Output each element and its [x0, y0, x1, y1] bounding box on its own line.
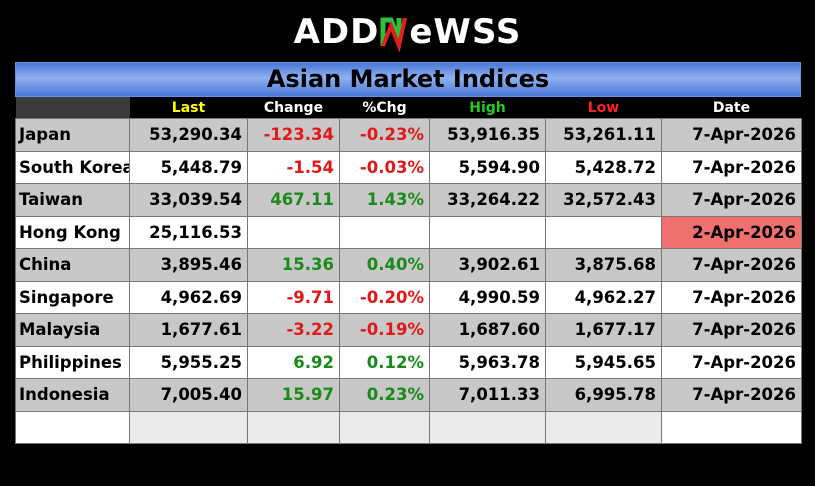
- date-value: 7-Apr-2026: [661, 248, 802, 282]
- header-date: Date: [661, 97, 802, 119]
- header-change: Change: [247, 97, 340, 119]
- date-value: 7-Apr-2026: [661, 150, 802, 184]
- low-value: 53,261.11: [545, 118, 662, 152]
- pct-change-value: -0.23%: [339, 118, 430, 152]
- high-value: 7,011.33: [429, 378, 546, 412]
- table-body: Japan 53,290.34 -123.34 -0.23% 53,916.35 53,2…: [15, 118, 802, 444]
- low-value: 4,962.27: [545, 280, 662, 314]
- brand-wordmark: ADD eWSS: [294, 12, 522, 52]
- header-high: High: [429, 97, 546, 119]
- last-value: 1,677.61: [129, 313, 248, 347]
- date-value: 7-Apr-2026: [661, 313, 802, 347]
- change-value: 6.92: [247, 345, 340, 379]
- change-value: 15.97: [247, 378, 340, 412]
- empty-cell: [429, 410, 546, 444]
- empty-cell: [545, 410, 662, 444]
- index-name: Taiwan: [15, 183, 130, 217]
- last-value: 25,116.53: [129, 215, 248, 249]
- low-value: 5,945.65: [545, 345, 662, 379]
- change-value: 15.36: [247, 248, 340, 282]
- low-value: 5,428.72: [545, 150, 662, 184]
- table-row: Japan 53,290.34 -123.34 -0.23% 53,916.35 53,2…: [15, 118, 802, 152]
- last-value: 5,448.79: [129, 150, 248, 184]
- date-value: 7-Apr-2026: [661, 118, 802, 152]
- high-value: [429, 215, 546, 249]
- index-name: Indonesia: [15, 378, 130, 412]
- brand-logo: ADD eWSS: [0, 0, 815, 60]
- high-value: 53,916.35: [429, 118, 546, 152]
- change-value: 467.11: [247, 183, 340, 217]
- low-value: [545, 215, 662, 249]
- index-name: South Korea: [15, 150, 130, 184]
- last-value: 7,005.40: [129, 378, 248, 412]
- pct-change-value: 1.43%: [339, 183, 430, 217]
- table-row: South Korea 5,448.79 -1.54 -0.03% 5,594.90 5,…: [15, 150, 802, 184]
- empty-cell: [661, 410, 802, 444]
- brand-prefix: ADD: [293, 12, 380, 52]
- brand-suffix: eWSS: [409, 12, 522, 52]
- index-name: Malaysia: [15, 313, 130, 347]
- date-value: 2-Apr-2026: [661, 215, 802, 249]
- header-blank: [15, 97, 130, 119]
- index-name: Philippines: [15, 345, 130, 379]
- low-value: 1,677.17: [545, 313, 662, 347]
- pct-change-value: 0.40%: [339, 248, 430, 282]
- pct-change-value: -0.20%: [339, 280, 430, 314]
- date-value: 7-Apr-2026: [661, 378, 802, 412]
- change-value: [247, 215, 340, 249]
- empty-cell: [339, 410, 430, 444]
- high-value: 5,594.90: [429, 150, 546, 184]
- empty-cell: [247, 410, 340, 444]
- index-name: China: [15, 248, 130, 282]
- pct-change-value: -0.19%: [339, 313, 430, 347]
- change-value: -9.71: [247, 280, 340, 314]
- header-pct: %Chg: [339, 97, 430, 119]
- date-value: 7-Apr-2026: [661, 280, 802, 314]
- last-value: 53,290.34: [129, 118, 248, 152]
- table-row: Hong Kong 25,116.53 2-Apr-2026: [15, 215, 802, 249]
- change-value: -123.34: [247, 118, 340, 152]
- market-board: Asian Market Indices Last Change %Chg High L…: [15, 62, 802, 444]
- last-value: 5,955.25: [129, 345, 248, 379]
- low-value: 32,572.43: [545, 183, 662, 217]
- low-value: 3,875.68: [545, 248, 662, 282]
- pct-change-value: [339, 215, 430, 249]
- table-row: Taiwan 33,039.54 467.11 1.43% 33,264.22 32,57…: [15, 183, 802, 217]
- high-value: 4,990.59: [429, 280, 546, 314]
- low-value: 6,995.78: [545, 378, 662, 412]
- change-value: -3.22: [247, 313, 340, 347]
- header-low: Low: [545, 97, 662, 119]
- table-row: Philippines 5,955.25 6.92 0.12% 5,963.78 5,94…: [15, 345, 802, 379]
- index-name: Singapore: [15, 280, 130, 314]
- high-value: 5,963.78: [429, 345, 546, 379]
- table-row: Malaysia 1,677.61 -3.22 -0.19% 1,687.60 1,677…: [15, 313, 802, 347]
- last-value: 4,962.69: [129, 280, 248, 314]
- date-value: 7-Apr-2026: [661, 183, 802, 217]
- high-value: 33,264.22: [429, 183, 546, 217]
- table-row: Indonesia 7,005.40 15.97 0.23% 7,011.33 6,995…: [15, 378, 802, 412]
- brand-n-icon: [379, 12, 409, 52]
- empty-cell: [129, 410, 248, 444]
- high-value: 3,902.61: [429, 248, 546, 282]
- indices-table: Last Change %Chg High Low Date Japan 53,290.34…: [15, 97, 802, 444]
- pct-change-value: 0.12%: [339, 345, 430, 379]
- date-value: 7-Apr-2026: [661, 345, 802, 379]
- pct-change-value: -0.03%: [339, 150, 430, 184]
- empty-row: [15, 410, 802, 444]
- header-last: Last: [129, 97, 248, 119]
- table-row: Singapore 4,962.69 -9.71 -0.20% 4,990.59 4,96…: [15, 280, 802, 314]
- high-value: 1,687.60: [429, 313, 546, 347]
- index-name: Japan: [15, 118, 130, 152]
- change-value: -1.54: [247, 150, 340, 184]
- pct-change-value: 0.23%: [339, 378, 430, 412]
- last-value: 3,895.46: [129, 248, 248, 282]
- table-row: China 3,895.46 15.36 0.40% 3,902.61 3,875.68 7…: [15, 248, 802, 282]
- header-row: Last Change %Chg High Low Date: [15, 97, 802, 119]
- last-value: 33,039.54: [129, 183, 248, 217]
- index-name: Hong Kong: [15, 215, 130, 249]
- empty-cell: [15, 410, 130, 444]
- board-title: Asian Market Indices: [15, 62, 801, 97]
